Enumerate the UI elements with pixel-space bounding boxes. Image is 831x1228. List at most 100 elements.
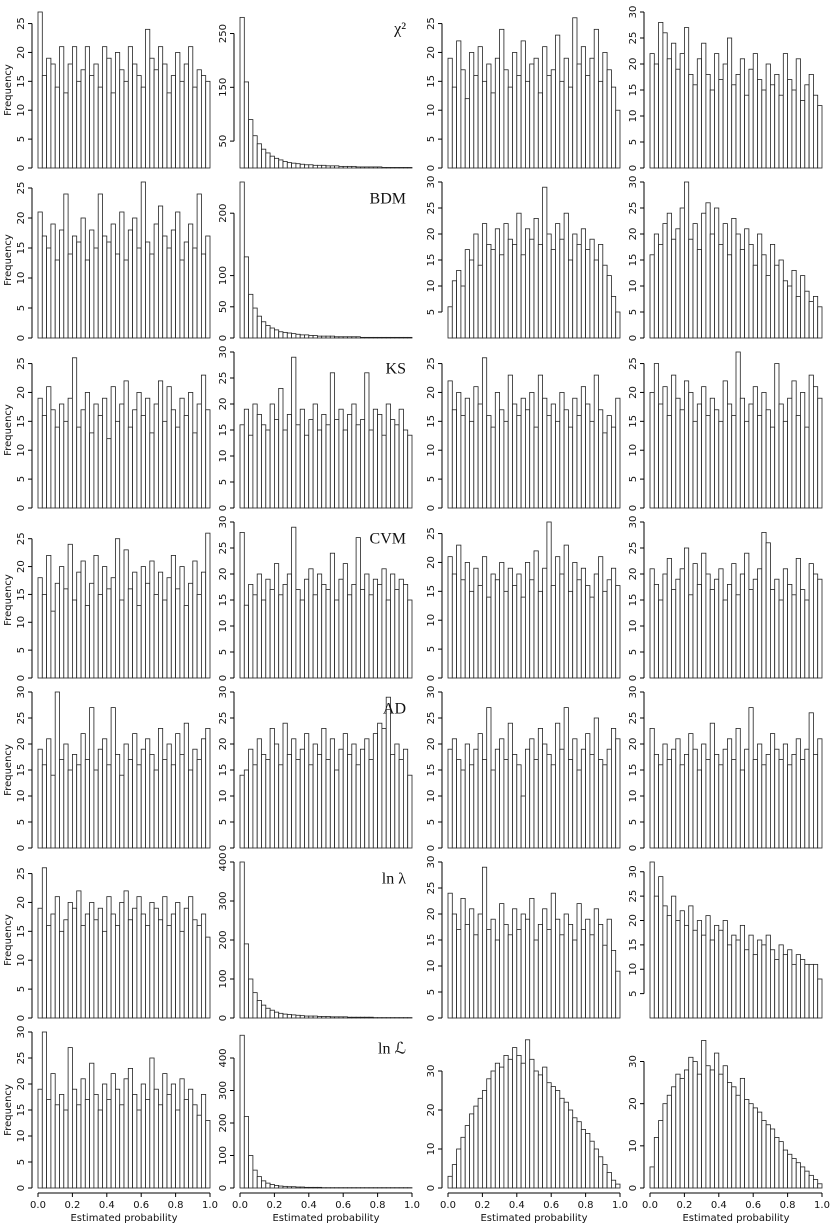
bar [243,408,250,509]
bar [127,426,134,509]
bar [507,934,513,1019]
bar [368,1016,374,1019]
bar [765,275,771,339]
bar [175,902,181,1019]
bar [525,748,531,849]
bar [731,415,737,509]
bar [145,241,151,339]
bar [576,769,582,849]
bar [568,924,574,1019]
bar [119,774,125,849]
y-tick-label: 0 [16,845,27,851]
bar [261,1180,267,1189]
bar [709,89,715,169]
bar [316,335,323,339]
bar [748,589,754,679]
bar [512,754,518,849]
bar [334,165,340,169]
bar [84,759,91,849]
y-tick-label: 20 [16,1078,27,1091]
x-tick-label: 1.0 [814,1200,830,1211]
bar [606,579,612,679]
panel-label: ln ℒ [378,1041,406,1058]
bar [456,1148,462,1189]
bar [145,397,151,509]
bar [684,380,690,509]
y-tick-label: 0 [218,845,229,851]
bar [295,1186,301,1189]
bar [278,387,284,509]
y-tick-label: 15 [218,764,229,777]
bar [727,1082,733,1189]
bar [580,1129,586,1189]
bar [606,1172,612,1189]
bar [205,532,211,679]
bar [140,748,146,849]
bar [41,594,47,679]
bar [473,386,479,509]
bar [464,1125,470,1189]
bar [516,1055,522,1189]
bar [377,584,383,679]
bar [546,929,552,1019]
y-tick-label: 5 [218,649,229,655]
bar [580,46,586,169]
bar [321,413,327,509]
bar [359,419,366,509]
bar [447,57,453,169]
bar [84,605,91,679]
bar [559,80,565,169]
bar [533,759,539,849]
bar [800,959,806,1019]
bar [490,92,496,169]
bar [239,774,245,849]
bar [372,166,378,169]
bar [615,1183,621,1189]
bar [347,1016,353,1019]
x-tick-label: 0.4 [711,1200,727,1211]
bar [385,167,391,169]
bar [671,374,677,509]
bar [593,259,599,339]
bar [537,728,543,849]
y-tick-label: 15 [628,84,639,97]
bar [316,1186,323,1189]
bar [93,1094,99,1189]
x-tick-label: 0.2 [64,1200,80,1211]
y-tick-label: 20 [16,896,27,909]
y-tick-label: 30 [218,686,229,699]
bar [145,1099,151,1189]
bar [76,571,82,679]
bar [347,336,353,339]
bar [192,247,198,339]
bar [308,1015,314,1019]
bar [46,386,52,509]
bar [84,913,91,1019]
bar [585,249,591,339]
bar [507,722,513,849]
y-tick-label: 25 [628,357,639,370]
y-tick-label: 10 [218,620,229,633]
y-tick-label: 30 [218,516,229,529]
y-tick-label: 25 [16,182,27,195]
bar [550,403,556,509]
bar [110,386,116,509]
y-tick-label: 20 [426,228,437,241]
bar [580,929,586,1019]
bar [334,419,340,509]
bar [407,336,413,339]
bar [132,907,138,1019]
bar [248,584,254,679]
y-axis-label: Frequency [3,1084,14,1136]
bar [451,409,457,509]
bar [175,588,181,679]
bar [735,594,741,679]
y-tick-label: 10 [218,790,229,803]
bar [299,748,305,849]
bar [679,207,685,339]
bar [748,243,754,339]
y-tick-label: 25 [628,202,639,215]
bar [692,420,698,509]
bar [282,584,288,679]
bar [136,247,142,339]
